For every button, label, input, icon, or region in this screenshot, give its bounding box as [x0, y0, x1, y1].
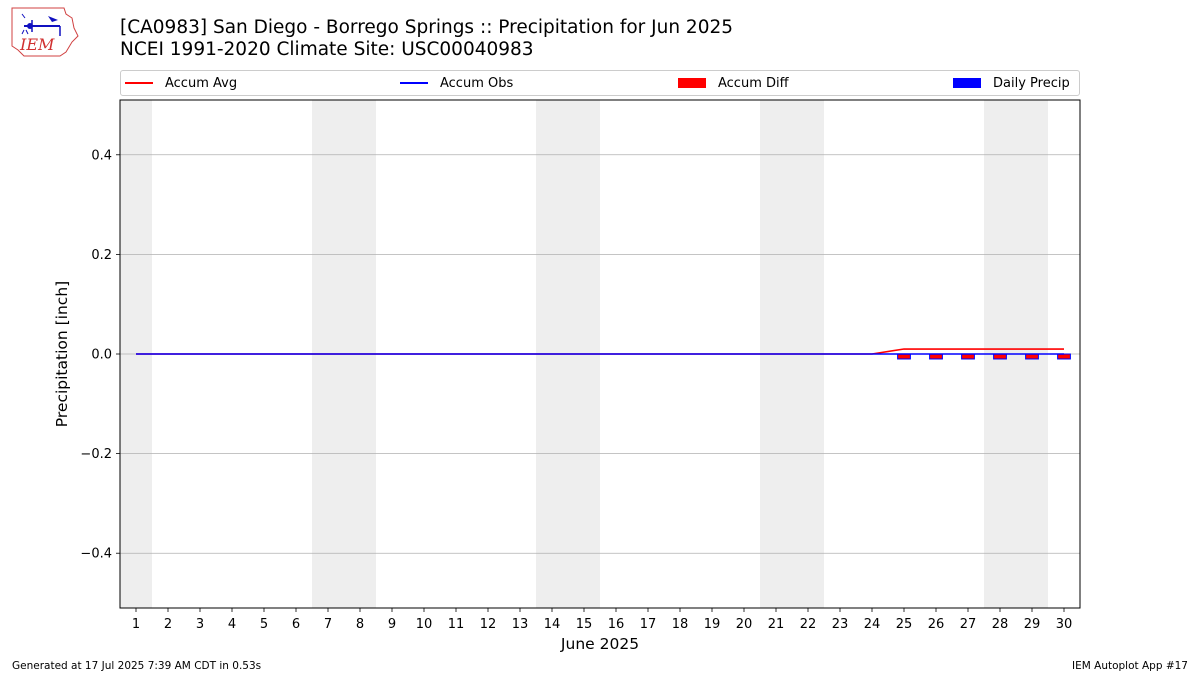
- footer-generated-text: Generated at 17 Jul 2025 7:39 AM CDT in …: [12, 660, 262, 672]
- x-tick-label: 3: [196, 617, 204, 632]
- legend-item-accum-obs: Accum Obs: [400, 71, 513, 95]
- x-tick-label: 19: [704, 617, 721, 632]
- y-tick-label: 0.4: [91, 148, 112, 163]
- footer-app-label: IEM Autoplot App #17: [1072, 660, 1188, 672]
- legend-swatch-accum-diff: [678, 78, 706, 88]
- x-tick-label: 5: [260, 617, 268, 632]
- x-tick-label: 21: [768, 617, 785, 632]
- legend-item-accum-diff: Accum Diff: [678, 71, 789, 95]
- x-tick-label: 28: [992, 617, 1009, 632]
- y-tick-label: −0.4: [80, 547, 112, 562]
- legend-item-accum-avg: Accum Avg: [125, 71, 237, 95]
- legend-label-accum-avg: Accum Avg: [165, 75, 238, 91]
- x-tick-label: 30: [1056, 617, 1073, 632]
- logo-text: IEM: [19, 35, 55, 54]
- x-tick-label: 11: [448, 617, 465, 632]
- x-tick-label: 24: [864, 617, 881, 632]
- x-tick-label: 12: [480, 617, 497, 632]
- x-tick-label: 18: [672, 617, 689, 632]
- x-tick-label: 9: [388, 617, 396, 632]
- title-line-2: NCEI 1991-2020 Climate Site: USC00040983: [120, 39, 534, 60]
- y-tick-label: 0.2: [91, 248, 112, 263]
- title-line-1: [CA0983] San Diego - Borrego Springs :: …: [120, 17, 734, 38]
- x-tick-label: 25: [896, 617, 913, 632]
- x-tick-label: 23: [832, 617, 849, 632]
- x-tick-label: 1: [132, 617, 140, 632]
- legend-item-daily-precip: Daily Precip: [953, 71, 1070, 95]
- x-tick-label: 14: [544, 617, 561, 632]
- legend-label-accum-obs: Accum Obs: [440, 75, 514, 91]
- legend-swatch-accum-obs: [400, 82, 428, 84]
- x-axis-label: June 2025: [560, 635, 639, 653]
- legend-swatch-daily-precip: [953, 78, 981, 88]
- iem-logo-graphic: IEM: [11, 7, 79, 57]
- x-tick-label: 7: [324, 617, 332, 632]
- y-axis-label: Precipitation [inch]: [53, 281, 71, 427]
- x-tick-label: 16: [608, 617, 625, 632]
- x-tick-label: 6: [292, 617, 300, 632]
- x-tick-label: 8: [356, 617, 364, 632]
- x-tick-label: 29: [1024, 617, 1041, 632]
- x-tick-label: 10: [416, 617, 433, 632]
- x-tick-label: 22: [800, 617, 817, 632]
- x-tick-label: 26: [928, 617, 945, 632]
- x-tick-label: 4: [228, 617, 236, 632]
- x-tick-label: 15: [576, 617, 593, 632]
- x-tick-label: 13: [512, 617, 529, 632]
- x-tick-label: 20: [736, 617, 753, 632]
- chart-title: [CA0983] San Diego - Borrego Springs :: …: [120, 17, 733, 61]
- y-tick-label: 0.0: [91, 348, 112, 363]
- chart-legend: Accum Avg Accum Obs Accum Diff Daily Pre…: [120, 70, 1080, 96]
- y-tick-label: −0.2: [80, 447, 112, 462]
- legend-label-daily-precip: Daily Precip: [993, 75, 1070, 91]
- x-tick-label: 17: [640, 617, 657, 632]
- x-tick-label: 27: [960, 617, 977, 632]
- legend-label-accum-diff: Accum Diff: [718, 75, 789, 91]
- x-tick-label: 2: [164, 617, 172, 632]
- iem-logo: IEM: [8, 6, 80, 58]
- legend-swatch-accum-avg: [125, 82, 153, 84]
